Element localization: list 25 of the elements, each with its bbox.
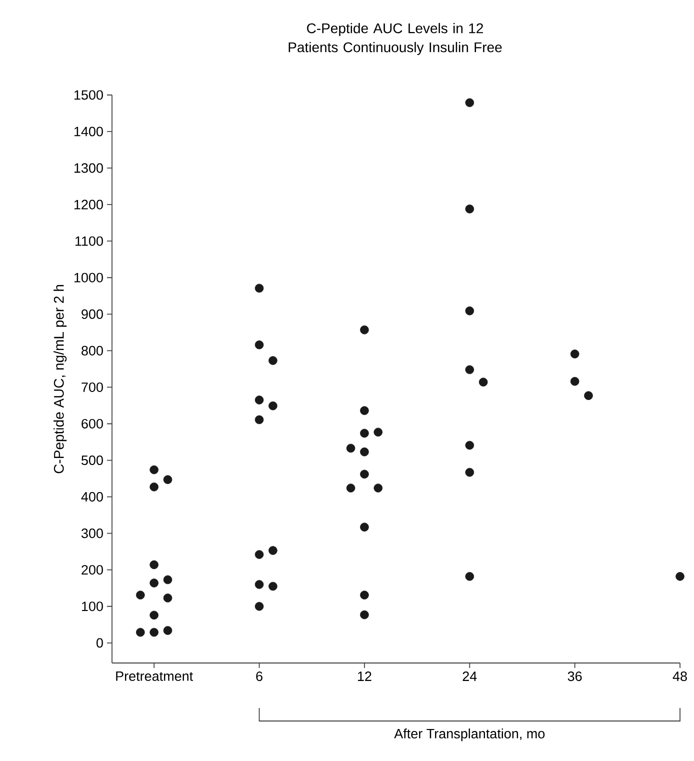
y-tick-label: 800 <box>82 346 103 356</box>
x-tick-label: 12 <box>358 672 372 681</box>
x-tick-label: 36 <box>568 672 582 682</box>
x-tick-label: 48 <box>672 672 687 682</box>
x-tick-label: Pretreatment <box>116 672 193 681</box>
y-tick-label: 0 <box>96 638 103 648</box>
y-tick-label: 600 <box>82 418 103 429</box>
y-tick-label: 700 <box>82 382 103 392</box>
y-tick-label: 100 <box>82 602 103 612</box>
y-tick-label: 900 <box>82 309 103 319</box>
y-tick-label: 300 <box>81 528 103 538</box>
y-tick-label: 1000 <box>74 272 103 282</box>
y-tick-label: 1100 <box>75 236 103 246</box>
x-tick-label: 6 <box>256 672 262 682</box>
y-tick-label: 1300 <box>74 163 103 173</box>
y-axis-title: C-Peptide AUC, ng/mL per 2 h <box>54 285 67 474</box>
y-tick-label: 200 <box>82 565 103 575</box>
y-tick-label: 1500 <box>74 90 103 100</box>
y-tick-label: 1200 <box>74 200 103 210</box>
x-tick-label: 24 <box>462 672 477 681</box>
y-tick-label: 400 <box>81 492 103 502</box>
y-tick-label: 1400 <box>74 126 103 136</box>
y-tick-label: 500 <box>82 455 103 466</box>
text: After Transplantation, mo <box>394 728 545 742</box>
chart-title: C-Peptide AUC Levels in 12 Patients Continuously Insulin Free <box>288 22 502 56</box>
